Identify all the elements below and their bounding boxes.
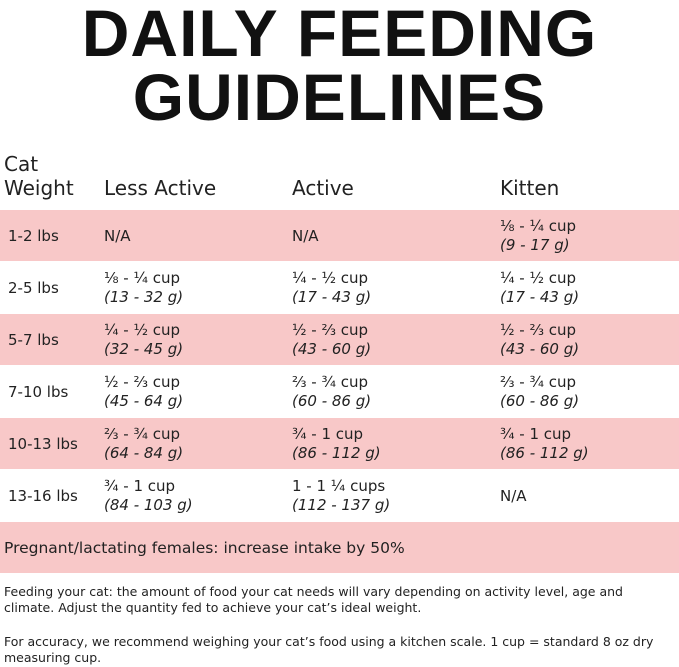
table-row: 5-7 lbs ¼ - ½ cup (32 - 45 g) ½ - ⅔ cup (43 …: [0, 314, 679, 365]
table-row: 1-2 lbs N/A N/A ⅛ - ¼ cup (9 - 17 g): [0, 210, 679, 261]
note-row: Pregnant/lactating females: increase int…: [0, 522, 679, 573]
weight-cell: 5-7 lbs: [8, 331, 59, 349]
cell-cup: ½ - ⅔ cup: [500, 321, 577, 339]
footer-text: Feeding your cat: the amount of food you…: [4, 584, 623, 615]
cell-cup: 1 - 1 ¼ cups: [292, 477, 386, 495]
cell-grams: (9 - 17 g): [500, 236, 570, 254]
title-line: GUIDELINES: [132, 60, 547, 134]
cell-cup: ¼ - ½ cup: [500, 269, 577, 287]
cell-text: N/A: [292, 227, 319, 245]
cell-text: N/A: [500, 487, 527, 505]
weight-cell: 2-5 lbs: [8, 279, 59, 297]
cell-cup: ¾ - 1 cup: [104, 477, 176, 495]
cell-grams: (86 - 112 g): [292, 444, 381, 462]
cell-grams: (32 - 45 g): [104, 340, 184, 358]
cell-text: N/A: [104, 227, 131, 245]
cell-grams: (60 - 86 g): [500, 392, 580, 410]
title-line: DAILY FEEDING: [81, 0, 598, 70]
weight-cell: 10-13 lbs: [8, 435, 78, 453]
cell-grams: (43 - 60 g): [292, 340, 372, 358]
cell-cup: ⅔ - ¾ cup: [292, 373, 369, 391]
cell-grams: (60 - 86 g): [292, 392, 372, 410]
cell-grams: (45 - 64 g): [104, 392, 184, 410]
cell-cup: ¾ - 1 cup: [292, 425, 364, 443]
cell-cup: ⅛ - ¼ cup: [500, 217, 577, 235]
cell-cup: ¼ - ½ cup: [104, 321, 181, 339]
weight-cell: 13-16 lbs: [8, 487, 78, 505]
column-header: Cat Weight: [4, 152, 74, 200]
footer-text: For accuracy, we recommend weighing your…: [4, 634, 654, 665]
column-header: Less Active: [104, 176, 217, 200]
cell-cup: ¾ - 1 cup: [500, 425, 572, 443]
column-header: Kitten: [500, 176, 560, 200]
cell-cup: ½ - ⅔ cup: [104, 373, 181, 391]
cell-grams: (86 - 112 g): [500, 444, 589, 462]
table-row: 10-13 lbs ⅔ - ¾ cup (64 - 84 g) ¾ - 1 cup (8…: [0, 418, 679, 469]
cell-grams: (84 - 103 g): [104, 496, 193, 514]
table-row: 2-5 lbs ⅛ - ¼ cup (13 - 32 g) ¼ - ½ cup (17 …: [0, 262, 679, 313]
cell-grams: (43 - 60 g): [500, 340, 580, 358]
weight-cell: 1-2 lbs: [8, 227, 59, 245]
cell-cup: ¼ - ½ cup: [292, 269, 369, 287]
cell-cup: ⅔ - ¾ cup: [500, 373, 577, 391]
cell-cup: ½ - ⅔ cup: [292, 321, 369, 339]
cell-cup: ⅔ - ¾ cup: [104, 425, 181, 443]
table-row: 13-16 lbs ¾ - 1 cup (84 - 103 g) 1 - 1 ¼ cu…: [0, 470, 679, 521]
cell-cup: ⅛ - ¼ cup: [104, 269, 181, 287]
cell-grams: (112 - 137 g): [292, 496, 391, 514]
weight-cell: 7-10 lbs: [8, 383, 69, 401]
cell-grams: (17 - 43 g): [292, 288, 372, 306]
cell-grams: (64 - 84 g): [104, 444, 184, 462]
table-row: 7-10 lbs ½ - ⅔ cup (45 - 64 g) ⅔ - ¾ cup (60…: [0, 366, 679, 417]
column-header: Active: [292, 176, 354, 200]
cell-grams: (13 - 32 g): [104, 288, 184, 306]
cell-grams: (17 - 43 g): [500, 288, 580, 306]
note: Pregnant/lactating females: increase int…: [4, 539, 405, 557]
